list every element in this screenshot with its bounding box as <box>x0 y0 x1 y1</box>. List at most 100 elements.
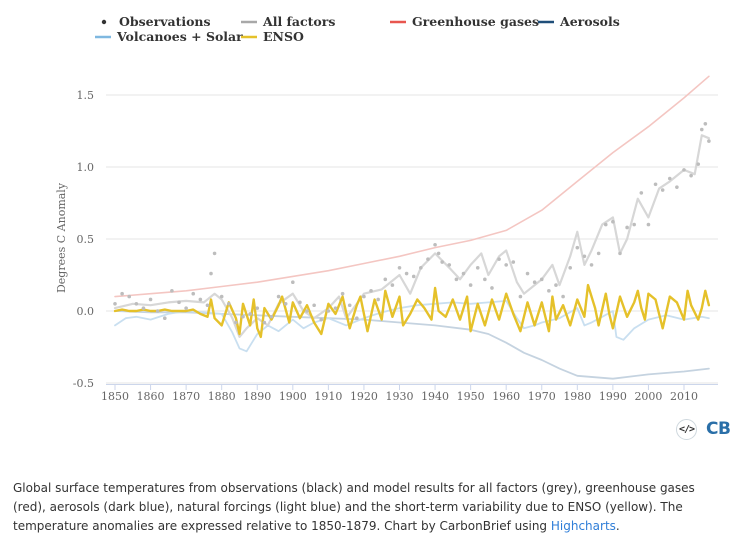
legend-item-observations[interactable]: Observations <box>101 14 211 29</box>
temperature-chart: Observations All factors Greenhouse gases A… <box>55 14 718 403</box>
series-layer <box>113 75 711 380</box>
x-tick-label: 1870 <box>172 390 200 403</box>
line-all-factors <box>113 134 710 338</box>
x-axis: 1850 1860 1870 1880 1890 1900 1910 1920 1930 1940… <box>101 384 718 403</box>
observation-point <box>461 271 466 276</box>
x-tick-label: 1930 <box>386 390 414 403</box>
legend-item-enso[interactable]: ENSO <box>241 29 304 44</box>
observation-point <box>646 222 651 227</box>
observation-point <box>468 283 473 287</box>
observation-point <box>191 291 196 296</box>
observation-point <box>312 303 316 308</box>
x-tick-label: 2010 <box>670 390 698 403</box>
observation-point <box>177 300 181 305</box>
observation-point <box>120 291 124 296</box>
observation-point <box>561 294 565 299</box>
observation-point <box>596 251 601 256</box>
observation-point <box>283 302 288 306</box>
line-greenhouse-gases <box>114 75 710 298</box>
observation-point <box>618 251 622 256</box>
observation-point <box>369 289 373 293</box>
observation-point <box>547 289 551 293</box>
y-tick-label: 0.5 <box>77 233 95 246</box>
x-tick-label: 1860 <box>137 390 165 403</box>
y-axis: -0.5 0.0 0.5 1.0 1.5 <box>73 89 94 390</box>
legend-item-aerosols[interactable]: Aerosols <box>538 14 620 29</box>
observation-point <box>433 242 437 247</box>
observation-point <box>355 316 359 321</box>
observation-point <box>383 277 388 282</box>
y-tick-label: 1.0 <box>77 161 95 174</box>
observation-point <box>333 306 338 310</box>
observation-point <box>255 306 260 310</box>
x-tick-label: 1900 <box>279 390 307 403</box>
highcharts-link[interactable]: Highcharts <box>550 519 616 533</box>
observation-point <box>703 122 708 126</box>
y-tick-label: -0.5 <box>73 377 94 390</box>
observation-point <box>419 266 423 270</box>
observation-point <box>155 309 160 313</box>
observation-point <box>490 286 494 290</box>
observation-point <box>262 320 267 325</box>
legend-item-greenhouse-gases[interactable]: Greenhouse gases <box>390 14 539 29</box>
observation-point <box>497 257 501 261</box>
series-observations <box>113 122 711 325</box>
observation-point <box>447 263 452 267</box>
observation-point <box>291 280 295 285</box>
x-tick-label: 1970 <box>528 390 556 403</box>
observation-point <box>184 306 188 310</box>
observation-point <box>699 127 704 132</box>
observation-point <box>113 302 117 306</box>
observation-point <box>305 309 309 313</box>
observation-point <box>390 283 395 287</box>
observation-point <box>326 309 331 313</box>
embed-code-icon[interactable]: </> <box>676 418 697 440</box>
observation-point <box>127 294 132 299</box>
observation-point <box>426 257 430 261</box>
x-tick-label: 1990 <box>599 390 627 403</box>
observation-point <box>340 291 345 296</box>
chart-legend: Observations All factors Greenhouse gases A… <box>95 14 620 44</box>
observation-point <box>454 277 459 282</box>
observation-point <box>532 280 537 285</box>
observation-point <box>504 263 508 267</box>
observation-point <box>362 294 366 299</box>
observation-point <box>603 222 608 227</box>
x-tick-label: 1890 <box>243 390 271 403</box>
line-enso <box>113 283 711 339</box>
observation-point <box>141 306 146 310</box>
caption-text: Global surface temperatures from observa… <box>13 481 695 533</box>
observation-point <box>227 302 231 306</box>
observation-point <box>234 320 238 325</box>
observation-point <box>475 266 480 270</box>
line-aerosols <box>114 310 710 380</box>
observation-point <box>554 283 558 287</box>
observation-point <box>675 185 679 189</box>
x-tick-label: 1910 <box>314 390 342 403</box>
series-greenhouse-gases <box>114 75 710 298</box>
legend-symbol-observations <box>101 19 107 25</box>
observation-point <box>241 314 245 319</box>
observation-point <box>589 263 594 267</box>
observation-point <box>170 289 174 293</box>
observation-point <box>568 266 572 270</box>
observation-point <box>148 297 153 302</box>
legend-label-greenhouse-gases: Greenhouse gases <box>412 14 539 29</box>
legend-label-observations: Observations <box>119 14 211 29</box>
observation-point <box>518 294 523 299</box>
observation-point <box>269 314 274 319</box>
series-all-factors <box>113 134 710 338</box>
x-tick-label: 1980 <box>563 390 591 403</box>
observation-point <box>162 316 167 321</box>
legend-item-volcanoes-solar[interactable]: Volcanoes + Solar <box>95 29 243 44</box>
carbonbrief-logo: CB <box>706 419 731 439</box>
observation-point <box>134 302 139 306</box>
legend-label-enso: ENSO <box>263 29 304 44</box>
y-axis-title: Degrees C Anomaly <box>55 182 68 293</box>
observation-point <box>696 162 701 166</box>
observation-point <box>653 182 658 187</box>
observation-point <box>483 277 487 282</box>
x-tick-label: 1850 <box>101 390 129 403</box>
observation-point <box>575 245 580 250</box>
legend-item-all-factors[interactable]: All factors <box>241 14 335 29</box>
